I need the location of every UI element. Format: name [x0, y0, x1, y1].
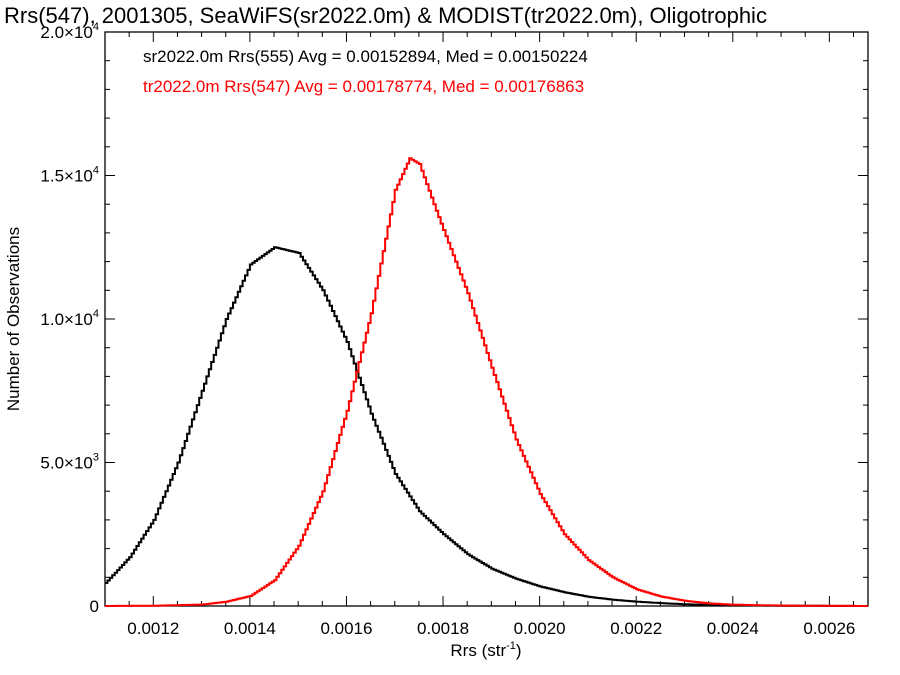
y-tick-mantissa: 0	[90, 597, 99, 616]
y-tick-label: 2.0×104	[40, 21, 99, 42]
y-tick-label: 1.0×104	[40, 308, 99, 329]
x-tick-label: 0.0022	[610, 619, 662, 638]
x-axis-label-end: )	[516, 641, 522, 660]
x-axis-label: Rrs (str-1)	[450, 640, 521, 660]
x-axis-label-sup: -1	[506, 640, 516, 652]
axis-ticks	[104, 31, 868, 607]
y-tick-mantissa: 1.0×10	[40, 310, 92, 329]
x-tick-label: 0.0018	[417, 619, 469, 638]
y-axis-label: Number of Observations	[4, 227, 23, 411]
y-tick-exponent: 3	[93, 452, 99, 464]
histogram-series-red	[105, 157, 868, 607]
x-tick-label: 0.0026	[803, 619, 855, 638]
y-tick-label: 1.5×104	[40, 165, 99, 186]
x-tick-label: 0.0016	[320, 619, 372, 638]
series-layer	[105, 157, 868, 607]
y-tick-exponent: 4	[93, 308, 99, 320]
y-tick-mantissa: 5.0×10	[40, 454, 92, 473]
y-tick-exponent: 4	[93, 165, 99, 177]
y-tick-mantissa: 1.5×10	[40, 167, 92, 186]
chart-title: Rrs(547), 2001305, SeaWiFS(sr2022.0m) & …	[4, 3, 767, 28]
y-tick-label: 5.0×103	[40, 452, 99, 473]
x-tick-label: 0.0024	[707, 619, 759, 638]
x-tick-label: 0.0012	[127, 619, 179, 638]
x-tick-label: 0.0014	[224, 619, 276, 638]
y-tick-exponent: 4	[93, 21, 99, 33]
y-tick-mantissa: 2.0×10	[40, 23, 92, 42]
annotation-black: sr2022.0m Rrs(555) Avg = 0.00152894, Med…	[143, 47, 588, 66]
x-tick-labels: 0.0012 0.0014 0.0016 0.0018 0.0020 0.0022 0.00…	[127, 619, 855, 638]
plot-frame	[104, 31, 869, 607]
y-tick-label: 0	[90, 597, 99, 616]
histogram-series-black	[105, 246, 868, 607]
x-tick-label: 0.0020	[514, 619, 566, 638]
x-axis-label-main: Rrs (str	[450, 641, 506, 660]
annotation-red: tr2022.0m Rrs(547) Avg = 0.00178774, Med…	[143, 77, 584, 96]
